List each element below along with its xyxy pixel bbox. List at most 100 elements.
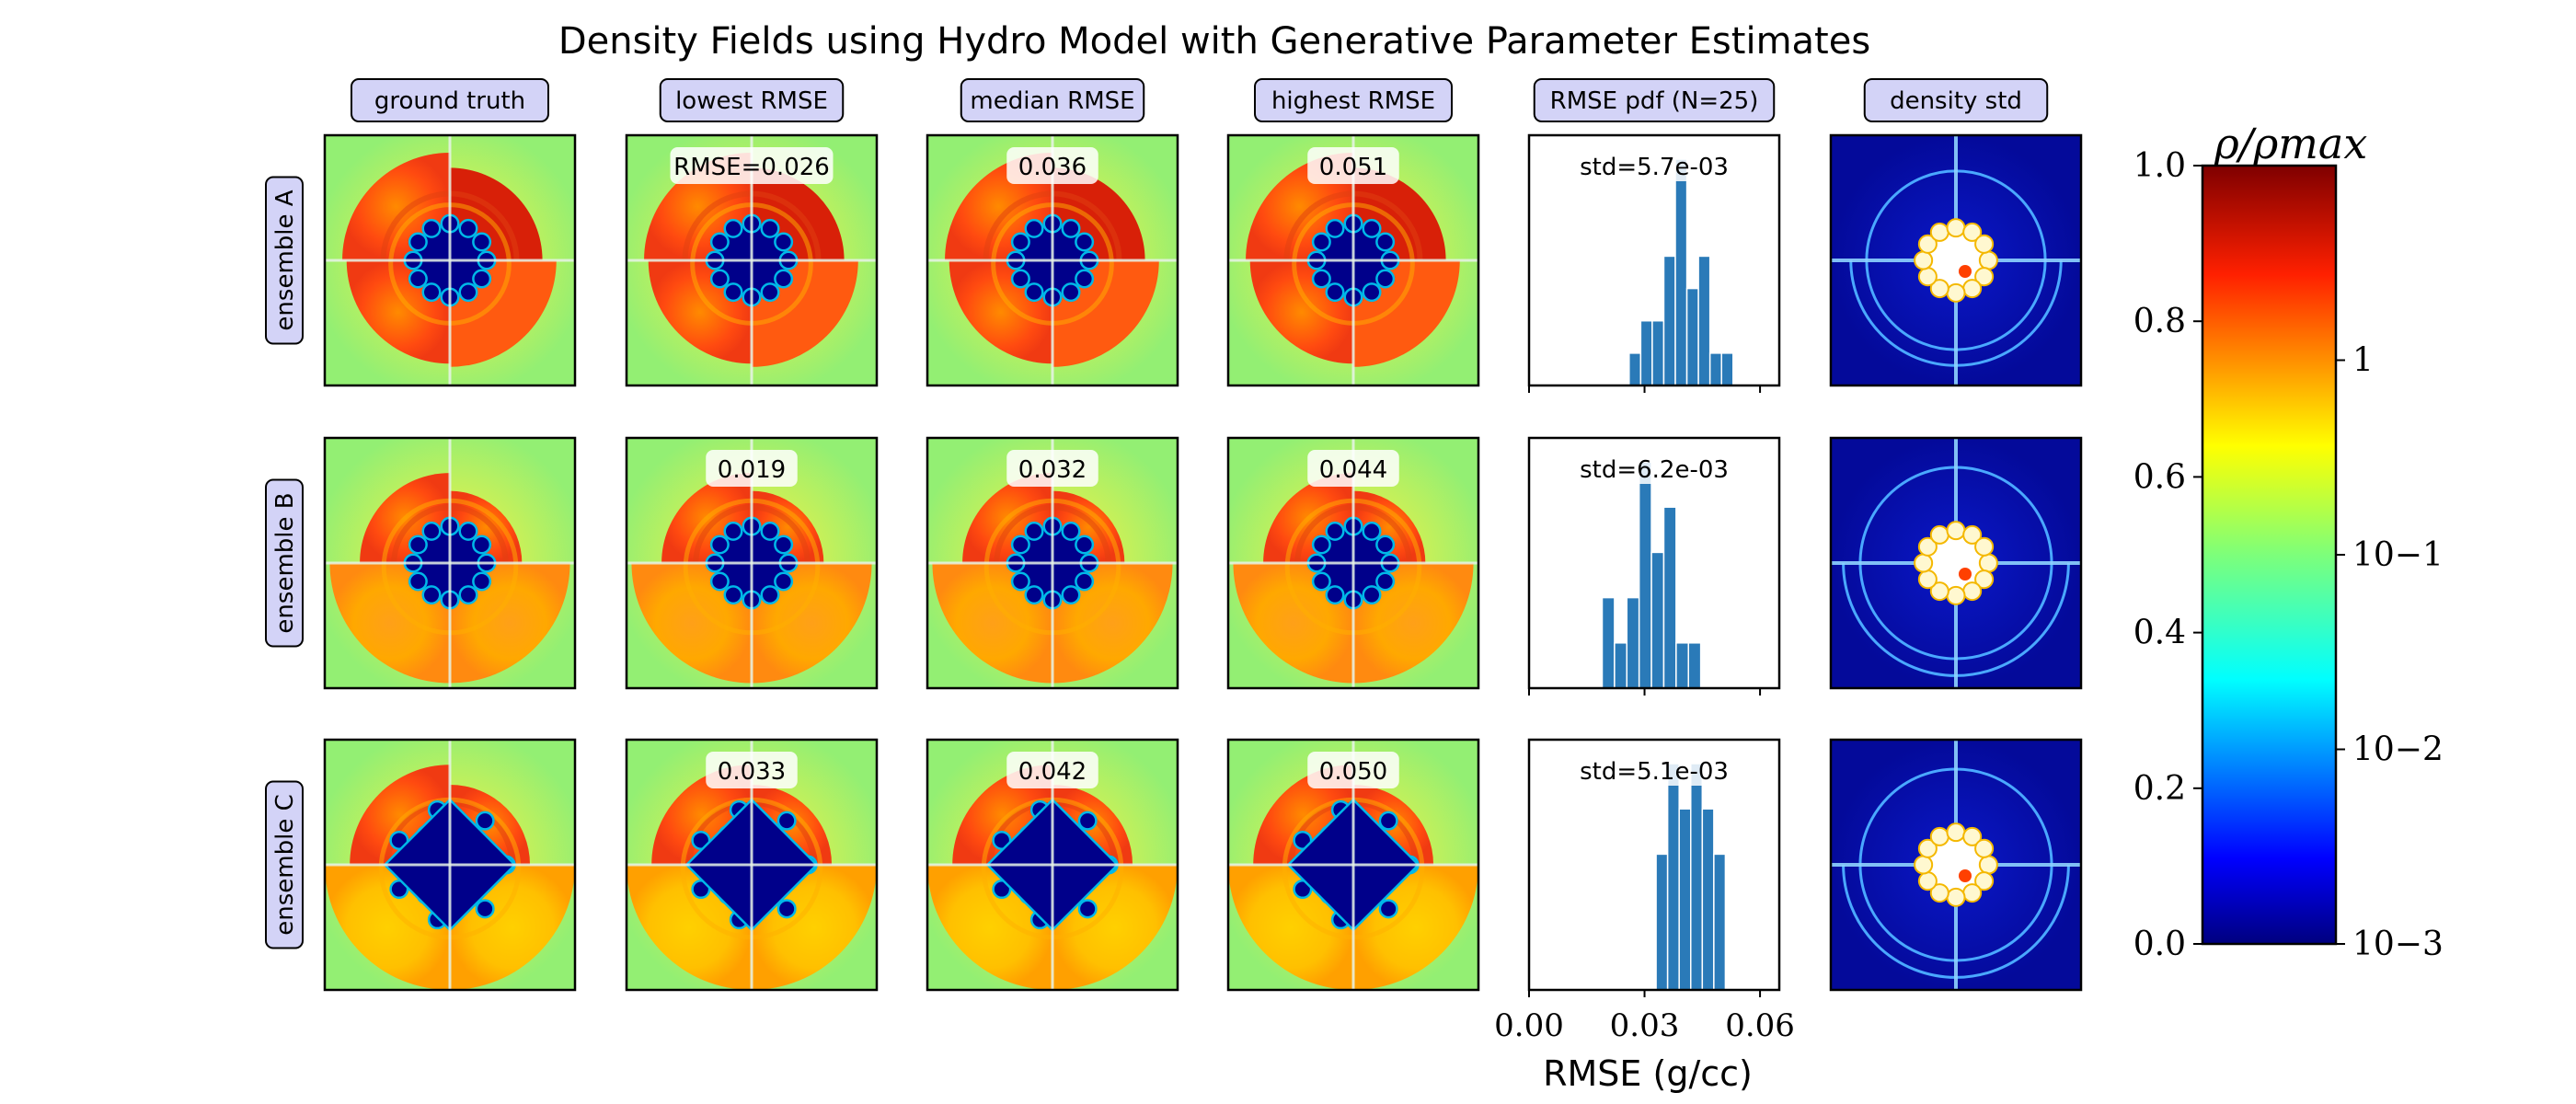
histogram-tick-label: 0.06 — [1725, 1007, 1795, 1044]
column-header-label: density std — [1890, 87, 2022, 115]
panel-frame — [926, 738, 1179, 992]
histogram: std=6.2e-03 — [1527, 436, 1781, 696]
colorbar-left-tick-label: 0.2 — [2133, 770, 2186, 808]
rmse-histograms: std=5.7e-03 std=6.2e-03 std=5.1e-03 0.00 0.0… — [1494, 133, 1795, 1044]
rmse-label-box — [670, 147, 834, 184]
density-panel: 0.050 — [1226, 738, 1480, 992]
panel-frame — [323, 436, 577, 690]
row-label-box — [265, 478, 304, 648]
colorbar-title: ρ/ρmax — [2214, 119, 2368, 168]
histogram-bar — [1713, 853, 1727, 991]
panel-frame — [1226, 738, 1480, 992]
row-label-text: ensemble B — [271, 492, 299, 633]
density-panel: 0.044 — [1226, 436, 1480, 690]
column-header-label: RMSE pdf (N=25) — [1550, 87, 1759, 115]
std-label-box — [1569, 753, 1740, 786]
std-blob — [1914, 218, 1998, 303]
panel-frame — [625, 133, 879, 387]
histogram-bar — [1678, 808, 1692, 991]
column-header: lowest RMSE — [659, 78, 845, 122]
histogram-frame — [1527, 133, 1781, 387]
histogram-bar — [1675, 642, 1689, 689]
rmse-label-box — [1307, 450, 1399, 487]
colorbar-right-tick-label: 1 — [2352, 342, 2374, 380]
colorbar-left-tick-label: 0.0 — [2133, 926, 2186, 963]
density-std-panel — [1829, 436, 2083, 690]
figure-title: Density Fields using Hydro Model with Ge… — [558, 20, 1870, 63]
density-panel: 0.019 — [625, 436, 879, 690]
std-label: std=6.2e-03 — [1580, 456, 1729, 484]
rmse-label: 0.036 — [1018, 154, 1087, 181]
density-panel — [323, 436, 577, 690]
std-blob — [1914, 521, 1998, 605]
std-label-box — [1569, 451, 1740, 484]
panel-frame — [625, 436, 879, 690]
histogram-bar — [1628, 352, 1642, 386]
rmse-label: 0.050 — [1319, 758, 1387, 786]
panel-frame — [1226, 133, 1480, 387]
colorbar-left-tick-label: 0.8 — [2133, 303, 2186, 340]
density-panel: 0.036 — [926, 133, 1179, 387]
histogram-bar — [1638, 461, 1652, 689]
histogram-bar — [1701, 808, 1715, 991]
panel-frame — [1226, 436, 1480, 690]
density-panels: RMSE=0.026 0.036 0.051 0.019 0.032 0.044 0.033… — [323, 133, 1480, 992]
rmse-label-box — [706, 450, 798, 487]
rmse-label: 0.032 — [1018, 456, 1087, 484]
row-label: ensemble A — [265, 176, 304, 345]
row-label-box — [265, 780, 304, 949]
std-label: std=5.7e-03 — [1580, 154, 1729, 181]
row-label-text: ensemble C — [271, 794, 299, 936]
histogram-bar — [1614, 642, 1628, 689]
histogram-tick-label: 0.00 — [1494, 1007, 1564, 1044]
row-label: ensemble B — [265, 478, 304, 648]
histogram-bar — [1697, 255, 1711, 386]
density-std-panel — [1829, 738, 2083, 992]
histogram-bar — [1650, 551, 1665, 689]
histogram-bar — [1685, 287, 1699, 386]
column-header-box — [960, 78, 1145, 122]
panel-frame — [625, 738, 879, 992]
histogram-bar — [1674, 158, 1688, 386]
row-labels: ensemble A ensemble B ensemble C — [265, 176, 304, 949]
rmse-label: 0.033 — [718, 758, 786, 786]
density-panel: 0.051 — [1226, 133, 1480, 387]
rmse-label: 0.051 — [1319, 154, 1387, 181]
colorbar-right-tick-label: 10−1 — [2352, 536, 2444, 574]
rmse-label: 0.019 — [718, 456, 786, 484]
histogram-bar — [1639, 319, 1653, 386]
column-header: density std — [1863, 78, 2049, 122]
column-header: RMSE pdf (N=25) — [1533, 78, 1776, 122]
density-panel: 0.032 — [926, 436, 1179, 690]
histogram-bar — [1651, 319, 1665, 386]
colorbar-right-tick-label: 10−2 — [2352, 731, 2444, 769]
histogram-bar — [1662, 506, 1677, 689]
rmse-label-box — [1307, 752, 1399, 788]
histogram: std=5.7e-03 — [1527, 133, 1781, 393]
column-header-box — [351, 78, 549, 122]
panel-frame — [926, 133, 1179, 387]
colorbar-left-tick-label: 1.0 — [2133, 147, 2186, 185]
colorbar-left-tick-label: 0.4 — [2133, 615, 2186, 652]
density-std-panel — [1829, 133, 2083, 387]
column-header: ground truth — [351, 78, 549, 122]
rmse-label-box — [1006, 450, 1098, 487]
std-label: std=5.1e-03 — [1580, 758, 1729, 786]
density-panel — [323, 738, 577, 992]
density-panel — [323, 133, 577, 387]
column-header-box — [1863, 78, 2049, 122]
std-label-box — [1569, 148, 1740, 181]
histogram-bar — [1720, 352, 1734, 386]
column-header-box — [1533, 78, 1776, 122]
density-panel: 0.033 — [625, 738, 879, 992]
colorbar-left-tick-label: 0.6 — [2133, 458, 2186, 496]
histogram-bar — [1655, 853, 1669, 991]
std-frame — [1829, 738, 2083, 992]
panel-frame — [323, 133, 577, 387]
column-header-label: median RMSE — [970, 87, 1134, 115]
column-header-label: highest RMSE — [1271, 87, 1435, 115]
colorbar: ρ/ρmax 0.0 0.2 0.4 0.6 0.8 1.0 10−3 10−2 10−1 1 — [2133, 119, 2444, 963]
histogram: std=5.1e-03 0.00 0.03 0.06 — [1494, 738, 1795, 1044]
histogram-bar — [1662, 255, 1676, 386]
